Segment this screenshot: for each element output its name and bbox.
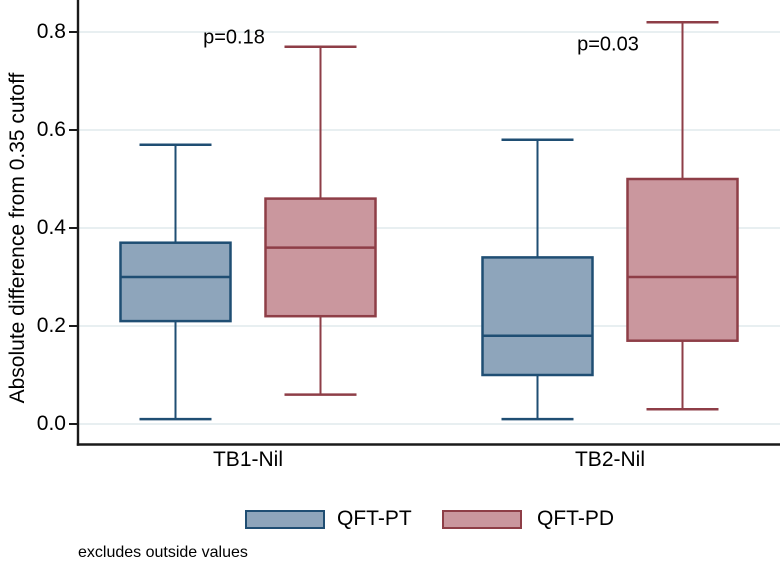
x-group-label-tb2-nil: TB2-Nil bbox=[574, 448, 645, 471]
box-QFT-PT-TB1-Nil bbox=[119, 241, 232, 323]
box-QFT-PD-TB2-Nil bbox=[626, 177, 739, 342]
annotation-p-value-tb2-nil: p=0.03 bbox=[577, 33, 639, 56]
annotation-p-value-tb1-nil: p=0.18 bbox=[203, 26, 265, 49]
footnote: excludes outside values bbox=[78, 544, 248, 561]
legend-label-qft-pt: QFT-PT bbox=[337, 507, 412, 530]
legend-swatch-qft-pd bbox=[442, 510, 522, 529]
y-tick-label: 0.6 bbox=[36, 118, 66, 141]
y-tick-label: 0.8 bbox=[36, 20, 66, 43]
y-tick-label: 0.0 bbox=[36, 412, 66, 435]
y-tick-label: 0.4 bbox=[36, 216, 66, 239]
box-QFT-PD-TB1-Nil bbox=[264, 197, 377, 318]
x-group-label-tb1-nil: TB1-Nil bbox=[212, 448, 283, 471]
legend-label-qft-pd: QFT-PD bbox=[537, 507, 614, 530]
box-QFT-PT-TB2-Nil bbox=[481, 256, 594, 377]
y-tick-label: 0.2 bbox=[36, 314, 66, 337]
legend-swatch-qft-pt bbox=[245, 510, 325, 529]
